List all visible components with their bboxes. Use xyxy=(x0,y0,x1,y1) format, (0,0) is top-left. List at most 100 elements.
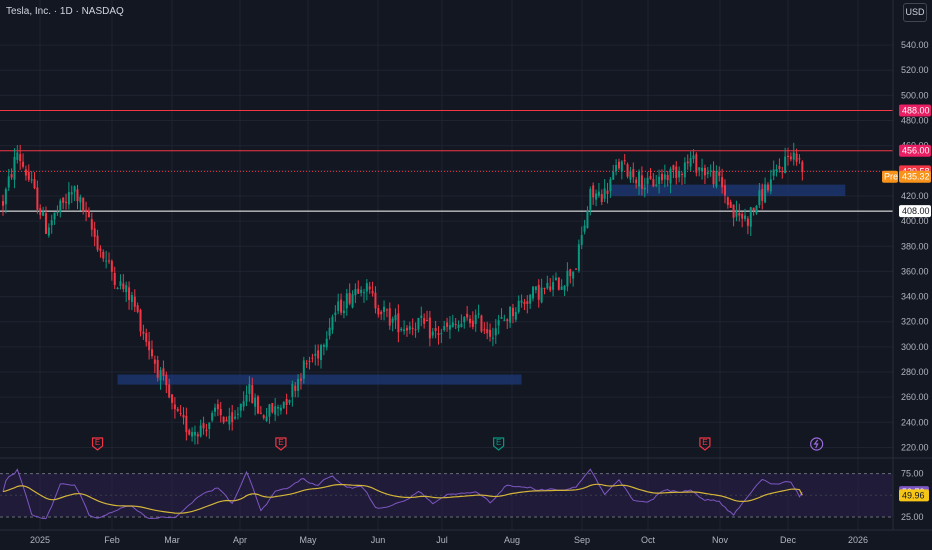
candle-body xyxy=(205,429,208,432)
candle-body xyxy=(268,404,271,417)
candle-body xyxy=(726,197,729,205)
candle-body xyxy=(572,271,575,279)
candle-body xyxy=(606,190,609,194)
candle-body xyxy=(477,313,480,315)
earnings-marker-icon xyxy=(699,437,711,451)
candle-body xyxy=(219,408,222,416)
candle-body xyxy=(108,260,111,262)
candle-body xyxy=(383,306,386,312)
candle-body xyxy=(182,414,185,418)
candle-body xyxy=(388,308,391,326)
candle-body xyxy=(377,307,380,315)
time-axis-label: Aug xyxy=(504,535,520,545)
candle-body xyxy=(689,158,692,167)
candle-body xyxy=(159,370,162,381)
candle-body xyxy=(787,155,790,157)
candle-body xyxy=(494,328,497,336)
candle-body xyxy=(683,162,686,178)
candle-body xyxy=(165,374,168,386)
candle-body xyxy=(514,311,517,320)
candle-body xyxy=(93,228,96,237)
candle-body xyxy=(67,192,70,205)
candle-body xyxy=(600,194,603,203)
candle-body xyxy=(231,412,234,423)
candle-body xyxy=(626,164,629,177)
candle-body xyxy=(308,360,311,362)
level-price-label: 456.00 xyxy=(902,146,930,156)
candle-body xyxy=(99,248,102,251)
currency-button[interactable]: USD xyxy=(903,3,927,22)
candle-body xyxy=(130,294,133,302)
time-axis-label: Oct xyxy=(641,535,656,545)
candle-body xyxy=(90,219,93,230)
candle-body xyxy=(420,315,423,318)
candle-body xyxy=(357,288,360,294)
candle-body xyxy=(766,184,769,191)
level-price-tag xyxy=(899,205,931,218)
candle-body xyxy=(351,294,354,308)
candle-body xyxy=(16,152,19,160)
candle-body xyxy=(792,152,795,160)
candle-body xyxy=(629,171,632,180)
pre-market-tag xyxy=(882,170,898,183)
candle-body xyxy=(764,184,767,203)
candle-body xyxy=(580,235,583,245)
candle-body xyxy=(744,215,747,219)
candle-body xyxy=(431,331,434,336)
candle-body xyxy=(617,161,620,169)
price-tick-label: 280.00 xyxy=(901,367,929,377)
rsi-level-label: 25.00 xyxy=(901,512,924,522)
candle-body xyxy=(715,171,718,187)
price-tick-label: 240.00 xyxy=(901,417,929,427)
candle-body xyxy=(391,318,394,323)
candle-body xyxy=(483,329,486,331)
candle-body xyxy=(649,175,652,180)
level-price-tag xyxy=(899,104,931,117)
price-tick-label: 300.00 xyxy=(901,342,929,352)
candle-body xyxy=(22,161,25,167)
candle-body xyxy=(27,171,30,180)
candle-body xyxy=(274,406,277,415)
candle-body xyxy=(251,385,254,404)
candle-body xyxy=(603,188,606,199)
candle-body xyxy=(30,179,33,181)
time-axis-label: Jul xyxy=(436,535,448,545)
candle-body xyxy=(337,301,340,312)
candle-body xyxy=(380,311,383,315)
candle-body xyxy=(171,394,174,403)
candle-body xyxy=(265,416,268,421)
candle-body xyxy=(423,318,426,324)
candle-body xyxy=(451,322,454,328)
candle-body xyxy=(583,225,586,232)
candle-body xyxy=(277,407,280,409)
candle-body xyxy=(297,378,300,391)
candle-body xyxy=(222,416,225,423)
time-axis-label: Dec xyxy=(780,535,797,545)
price-tick-label: 480.00 xyxy=(901,116,929,126)
candle-body xyxy=(10,174,13,178)
candle-body xyxy=(658,176,661,185)
candle-body xyxy=(168,384,171,398)
candle-body xyxy=(506,319,509,321)
candle-body xyxy=(566,270,569,287)
candle-body xyxy=(331,316,334,330)
candle-body xyxy=(76,189,79,201)
candle-body xyxy=(646,177,649,185)
candle-body xyxy=(758,190,761,206)
candle-body xyxy=(695,154,698,173)
candle-body xyxy=(13,156,16,180)
candle-body xyxy=(563,285,566,291)
candle-body xyxy=(615,164,618,172)
candle-body xyxy=(443,326,446,331)
candle-body xyxy=(348,292,351,304)
candle-body xyxy=(597,191,600,196)
candle-body xyxy=(340,299,343,313)
candle-body xyxy=(234,416,237,419)
candle-body xyxy=(294,385,297,391)
candle-body xyxy=(311,357,314,359)
candle-body xyxy=(191,432,194,437)
rsi-level-label: 75.00 xyxy=(901,469,924,479)
candle-body xyxy=(663,174,666,180)
candle-body xyxy=(480,315,483,332)
